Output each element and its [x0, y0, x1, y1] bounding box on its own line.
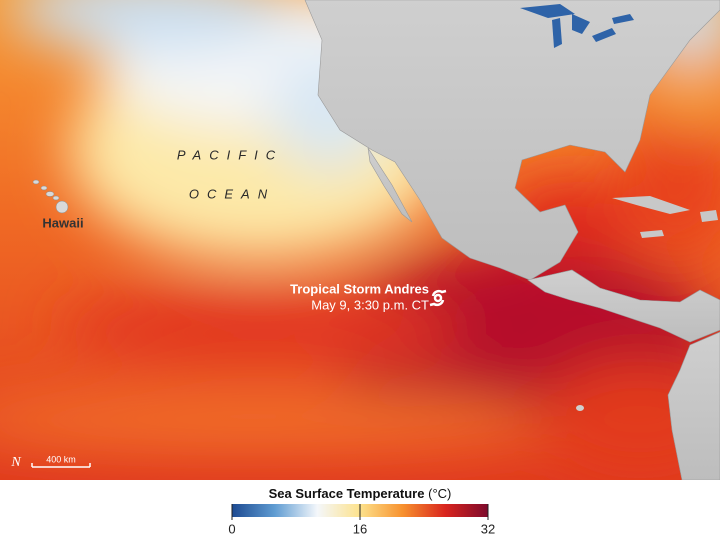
ocean-label: OCEAN — [189, 186, 275, 201]
legend-title: Sea Surface Temperature (°C) — [269, 486, 452, 501]
storm-time: May 9, 3:30 p.m. CT — [311, 297, 429, 312]
place-label: Hawaii — [42, 215, 83, 230]
legend-unit: (°C) — [428, 486, 451, 501]
storm-label: Tropical Storm Andres — [290, 281, 429, 296]
colorbar-tick-label: 0 — [228, 521, 235, 536]
legend-title-text: Sea Surface Temperature — [269, 486, 425, 501]
scale-label: 400 km — [46, 454, 76, 464]
north-arrow: N — [10, 455, 21, 470]
ocean-label: PACIFIC — [177, 147, 283, 162]
sea-surface — [0, 0, 720, 480]
colorbar-tick-label: 16 — [353, 521, 367, 536]
storm-icon — [429, 289, 447, 307]
colorbar-tick-label: 32 — [481, 521, 495, 536]
